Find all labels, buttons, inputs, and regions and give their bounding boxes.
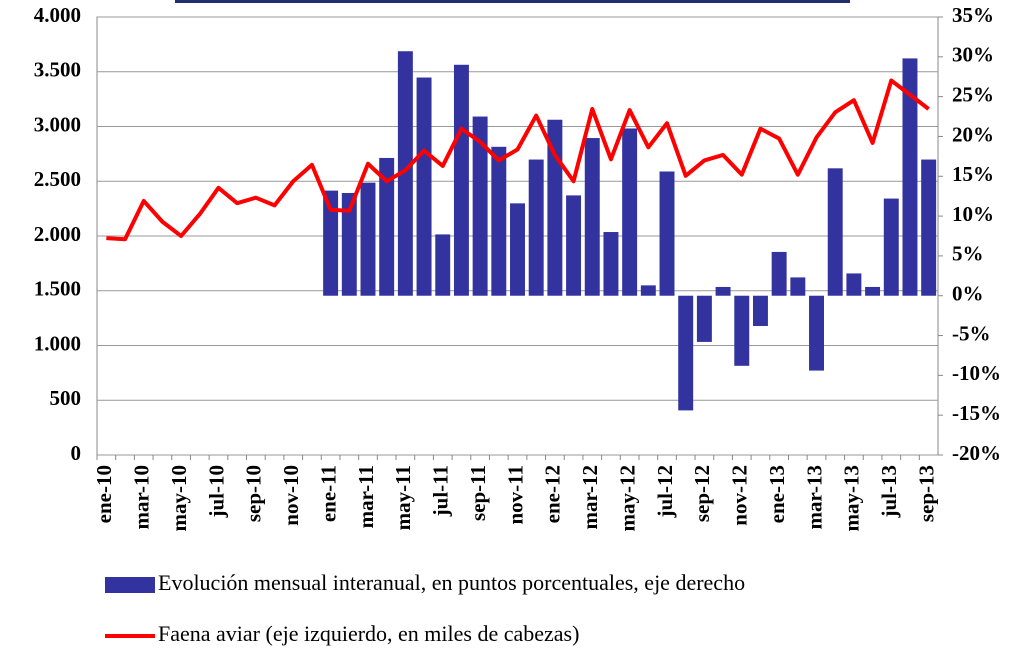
bar (416, 77, 432, 296)
bar (883, 198, 899, 296)
x-tick-label: jul-11 (429, 465, 453, 517)
bar (865, 286, 881, 296)
bar (659, 171, 675, 296)
y2-tick-label: -20% (952, 441, 1001, 465)
bar (584, 138, 600, 296)
y-tick-label: 2.000 (34, 222, 81, 246)
bar (678, 295, 694, 411)
title-box-edge (175, 0, 850, 3)
x-tick-label: sep-12 (690, 465, 714, 522)
bar (809, 295, 824, 371)
x-tick-label: sep-11 (466, 465, 490, 521)
y-tick-label: 2.500 (34, 167, 81, 191)
x-tick-label: may-12 (615, 465, 639, 532)
y-tick-label: 1.000 (34, 331, 81, 355)
bar (566, 195, 582, 296)
legend-label: Faena aviar (eje izquierdo, en miles de … (158, 621, 579, 646)
bar (341, 192, 357, 296)
bar (510, 203, 525, 296)
bar (752, 295, 768, 326)
x-tick-label: nov-11 (503, 465, 527, 525)
bar (323, 190, 339, 296)
x-tick-label: ene-10 (92, 465, 116, 523)
x-tick-label: sep-13 (914, 465, 938, 522)
y-tick-label: 3.500 (34, 58, 81, 82)
bar (771, 251, 787, 296)
bar (453, 64, 469, 296)
y2-tick-label: 5% (952, 242, 984, 266)
bar (734, 295, 750, 366)
x-tick-label: jul-13 (877, 465, 901, 519)
bar (435, 234, 451, 296)
y2-tick-label: 0% (952, 282, 984, 306)
x-tick-label: ene-12 (541, 465, 565, 523)
bar (397, 51, 413, 296)
y2-tick-label: -10% (952, 361, 1001, 385)
bar (528, 159, 544, 296)
y2-tick-label: -15% (952, 401, 1001, 425)
x-tick-label: ene-11 (316, 465, 340, 522)
y-tick-label: 1.500 (34, 277, 81, 301)
x-tick-label: may-11 (391, 465, 415, 530)
x-tick-label: may-10 (167, 465, 191, 532)
bar (491, 146, 507, 296)
y2-tick-label: 20% (952, 122, 994, 146)
y-tick-label: 3.000 (34, 112, 81, 136)
y-tick-label: 4.000 (34, 3, 81, 27)
bar (622, 128, 638, 296)
bar (902, 58, 918, 296)
bar (547, 119, 563, 296)
bar (827, 168, 843, 296)
y2-tick-label: 30% (952, 43, 994, 67)
x-tick-label: mar-12 (578, 465, 602, 530)
x-tick-label: sep-10 (242, 465, 266, 522)
bar (360, 182, 376, 296)
x-tick-label: ene-13 (765, 465, 789, 523)
y2-tick-label: -5% (952, 321, 991, 345)
y2-tick-label: 35% (952, 3, 994, 27)
bar (715, 286, 731, 296)
legend-swatch (105, 577, 155, 593)
legend-label: Evolución mensual interanual, en puntos … (158, 570, 745, 595)
bar (472, 116, 488, 296)
x-tick-label: may-13 (840, 465, 864, 532)
y-tick-label: 0 (71, 441, 82, 465)
x-tick-label: jul-12 (653, 465, 677, 519)
y2-tick-label: 25% (952, 82, 994, 106)
x-tick-label: mar-10 (130, 465, 154, 530)
bar (603, 232, 619, 296)
x-tick-label: jul-10 (204, 465, 228, 519)
x-tick-label: nov-10 (279, 465, 303, 526)
x-tick-label: mar-13 (802, 465, 826, 530)
line (106, 78, 930, 242)
bar (640, 285, 656, 296)
bar (846, 273, 862, 296)
x-tick-label: mar-11 (354, 465, 378, 528)
bar (921, 159, 937, 296)
y-tick-label: 500 (50, 386, 82, 410)
bar (696, 295, 712, 342)
y2-tick-label: 10% (952, 202, 994, 226)
bar (790, 277, 806, 296)
x-tick-label: nov-12 (728, 465, 752, 526)
y2-tick-label: 15% (952, 162, 994, 186)
bar (379, 157, 395, 296)
